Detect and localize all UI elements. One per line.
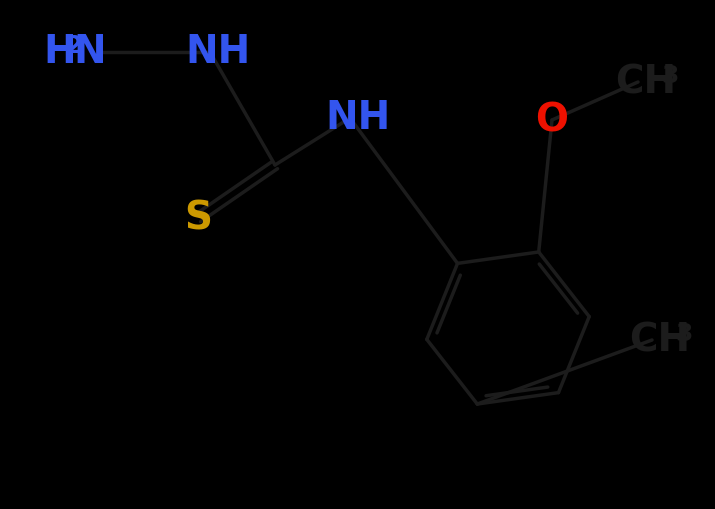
Text: S: S [184, 199, 212, 237]
Text: 3: 3 [661, 64, 679, 88]
Text: 3: 3 [675, 322, 693, 346]
Text: 2: 2 [66, 34, 84, 58]
Text: N: N [74, 33, 107, 71]
Text: CH: CH [616, 63, 676, 101]
Text: NH: NH [185, 33, 251, 71]
Text: H: H [44, 33, 77, 71]
Text: CH: CH [629, 321, 691, 359]
Text: NH: NH [325, 99, 390, 137]
Text: O: O [536, 101, 568, 139]
